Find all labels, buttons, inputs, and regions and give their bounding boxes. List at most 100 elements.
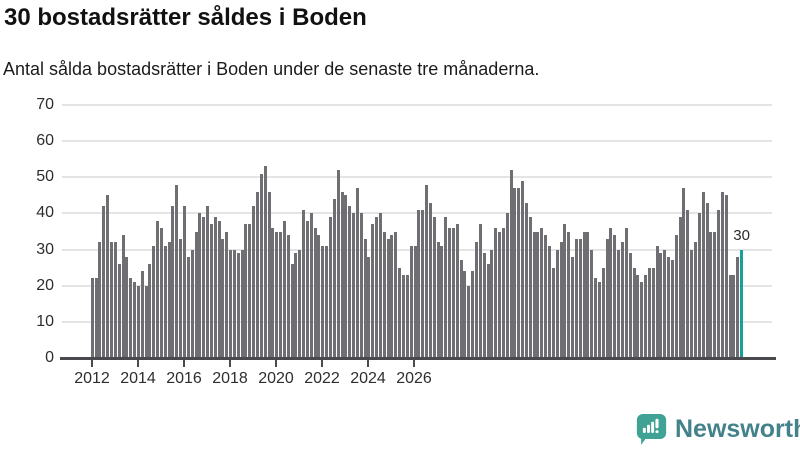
newsworthy-logo[interactable]: Newsworthy	[636, 413, 800, 446]
bar	[332, 198, 336, 358]
bar	[133, 282, 137, 358]
bar	[175, 184, 179, 358]
bar	[183, 206, 186, 358]
bar	[540, 227, 544, 358]
bar	[313, 227, 317, 358]
bar	[578, 238, 582, 358]
bar	[728, 274, 732, 358]
bar	[467, 285, 471, 358]
bar	[121, 235, 125, 358]
bar	[217, 220, 221, 358]
x-axis-line	[60, 357, 776, 360]
bar	[655, 245, 659, 358]
bar	[536, 231, 540, 358]
bar	[405, 274, 409, 358]
gridline	[62, 320, 772, 323]
x-axis-tick	[91, 360, 93, 367]
bar	[136, 285, 140, 358]
bar	[171, 206, 175, 358]
bar	[398, 267, 402, 358]
y-axis-tick-label: 50	[36, 168, 54, 186]
bar	[144, 285, 148, 358]
bar	[732, 274, 736, 358]
bar	[202, 217, 206, 358]
bar	[651, 267, 655, 358]
bar	[421, 209, 425, 358]
bar	[294, 253, 298, 358]
gridline	[62, 104, 772, 106]
bar	[352, 213, 356, 358]
bar	[263, 166, 267, 358]
bar	[329, 217, 332, 358]
bar	[528, 217, 532, 358]
x-axis-tick	[321, 360, 323, 367]
bar	[644, 274, 648, 358]
bar	[498, 231, 502, 358]
y-axis-tick-label: 60	[36, 132, 54, 150]
bar	[344, 195, 348, 358]
bar	[455, 224, 459, 358]
bar	[359, 213, 363, 358]
bar	[686, 209, 690, 358]
bar	[236, 253, 240, 358]
gridline	[62, 284, 772, 287]
bar	[517, 188, 521, 358]
bar	[574, 238, 578, 358]
bar	[367, 256, 371, 358]
bar	[232, 249, 236, 358]
bar	[636, 274, 640, 358]
bar	[475, 242, 478, 358]
x-axis-tick	[367, 360, 369, 367]
bar	[701, 191, 705, 358]
bar	[248, 224, 252, 358]
y-axis-tick-label: 70	[36, 96, 54, 113]
bar	[459, 260, 463, 358]
x-axis-tick	[229, 360, 231, 367]
bar	[167, 242, 171, 358]
y-axis-tick-label: 0	[45, 349, 54, 366]
bar	[382, 231, 386, 358]
bar	[705, 202, 709, 358]
gridline	[62, 140, 772, 143]
bar	[724, 195, 728, 358]
bar	[559, 242, 563, 358]
bar	[632, 267, 636, 358]
bar	[348, 206, 352, 358]
bar	[490, 249, 494, 358]
bar	[209, 224, 213, 358]
x-axis-tick-label: 2018	[212, 370, 248, 387]
bar	[198, 213, 202, 358]
bar	[640, 282, 644, 358]
y-axis-tick-label: 40	[36, 204, 54, 222]
bar	[117, 264, 121, 358]
bar	[667, 256, 671, 358]
bar	[624, 227, 628, 358]
x-axis-tick	[183, 360, 185, 367]
bar	[113, 242, 117, 358]
y-axis-tick-label: 30	[36, 240, 54, 258]
bar	[586, 231, 590, 358]
x-axis-tick-label: 2026	[396, 370, 432, 387]
bar	[163, 245, 167, 358]
bar	[451, 227, 455, 358]
bar	[444, 217, 448, 358]
bar	[670, 260, 674, 358]
highlighted-bar	[740, 249, 744, 358]
bar	[402, 274, 405, 358]
bar	[159, 227, 163, 358]
bar	[190, 249, 194, 358]
bar	[363, 238, 367, 358]
x-axis-tick	[413, 360, 415, 367]
bar	[551, 267, 555, 358]
gridline	[62, 212, 772, 215]
bar	[674, 235, 678, 358]
bar	[563, 224, 567, 358]
bar	[663, 249, 667, 358]
bar	[371, 224, 375, 358]
bar	[494, 227, 498, 358]
gridline	[62, 176, 772, 179]
bar	[659, 253, 663, 358]
bar	[544, 235, 548, 358]
bar	[244, 224, 248, 358]
bar	[325, 245, 329, 358]
